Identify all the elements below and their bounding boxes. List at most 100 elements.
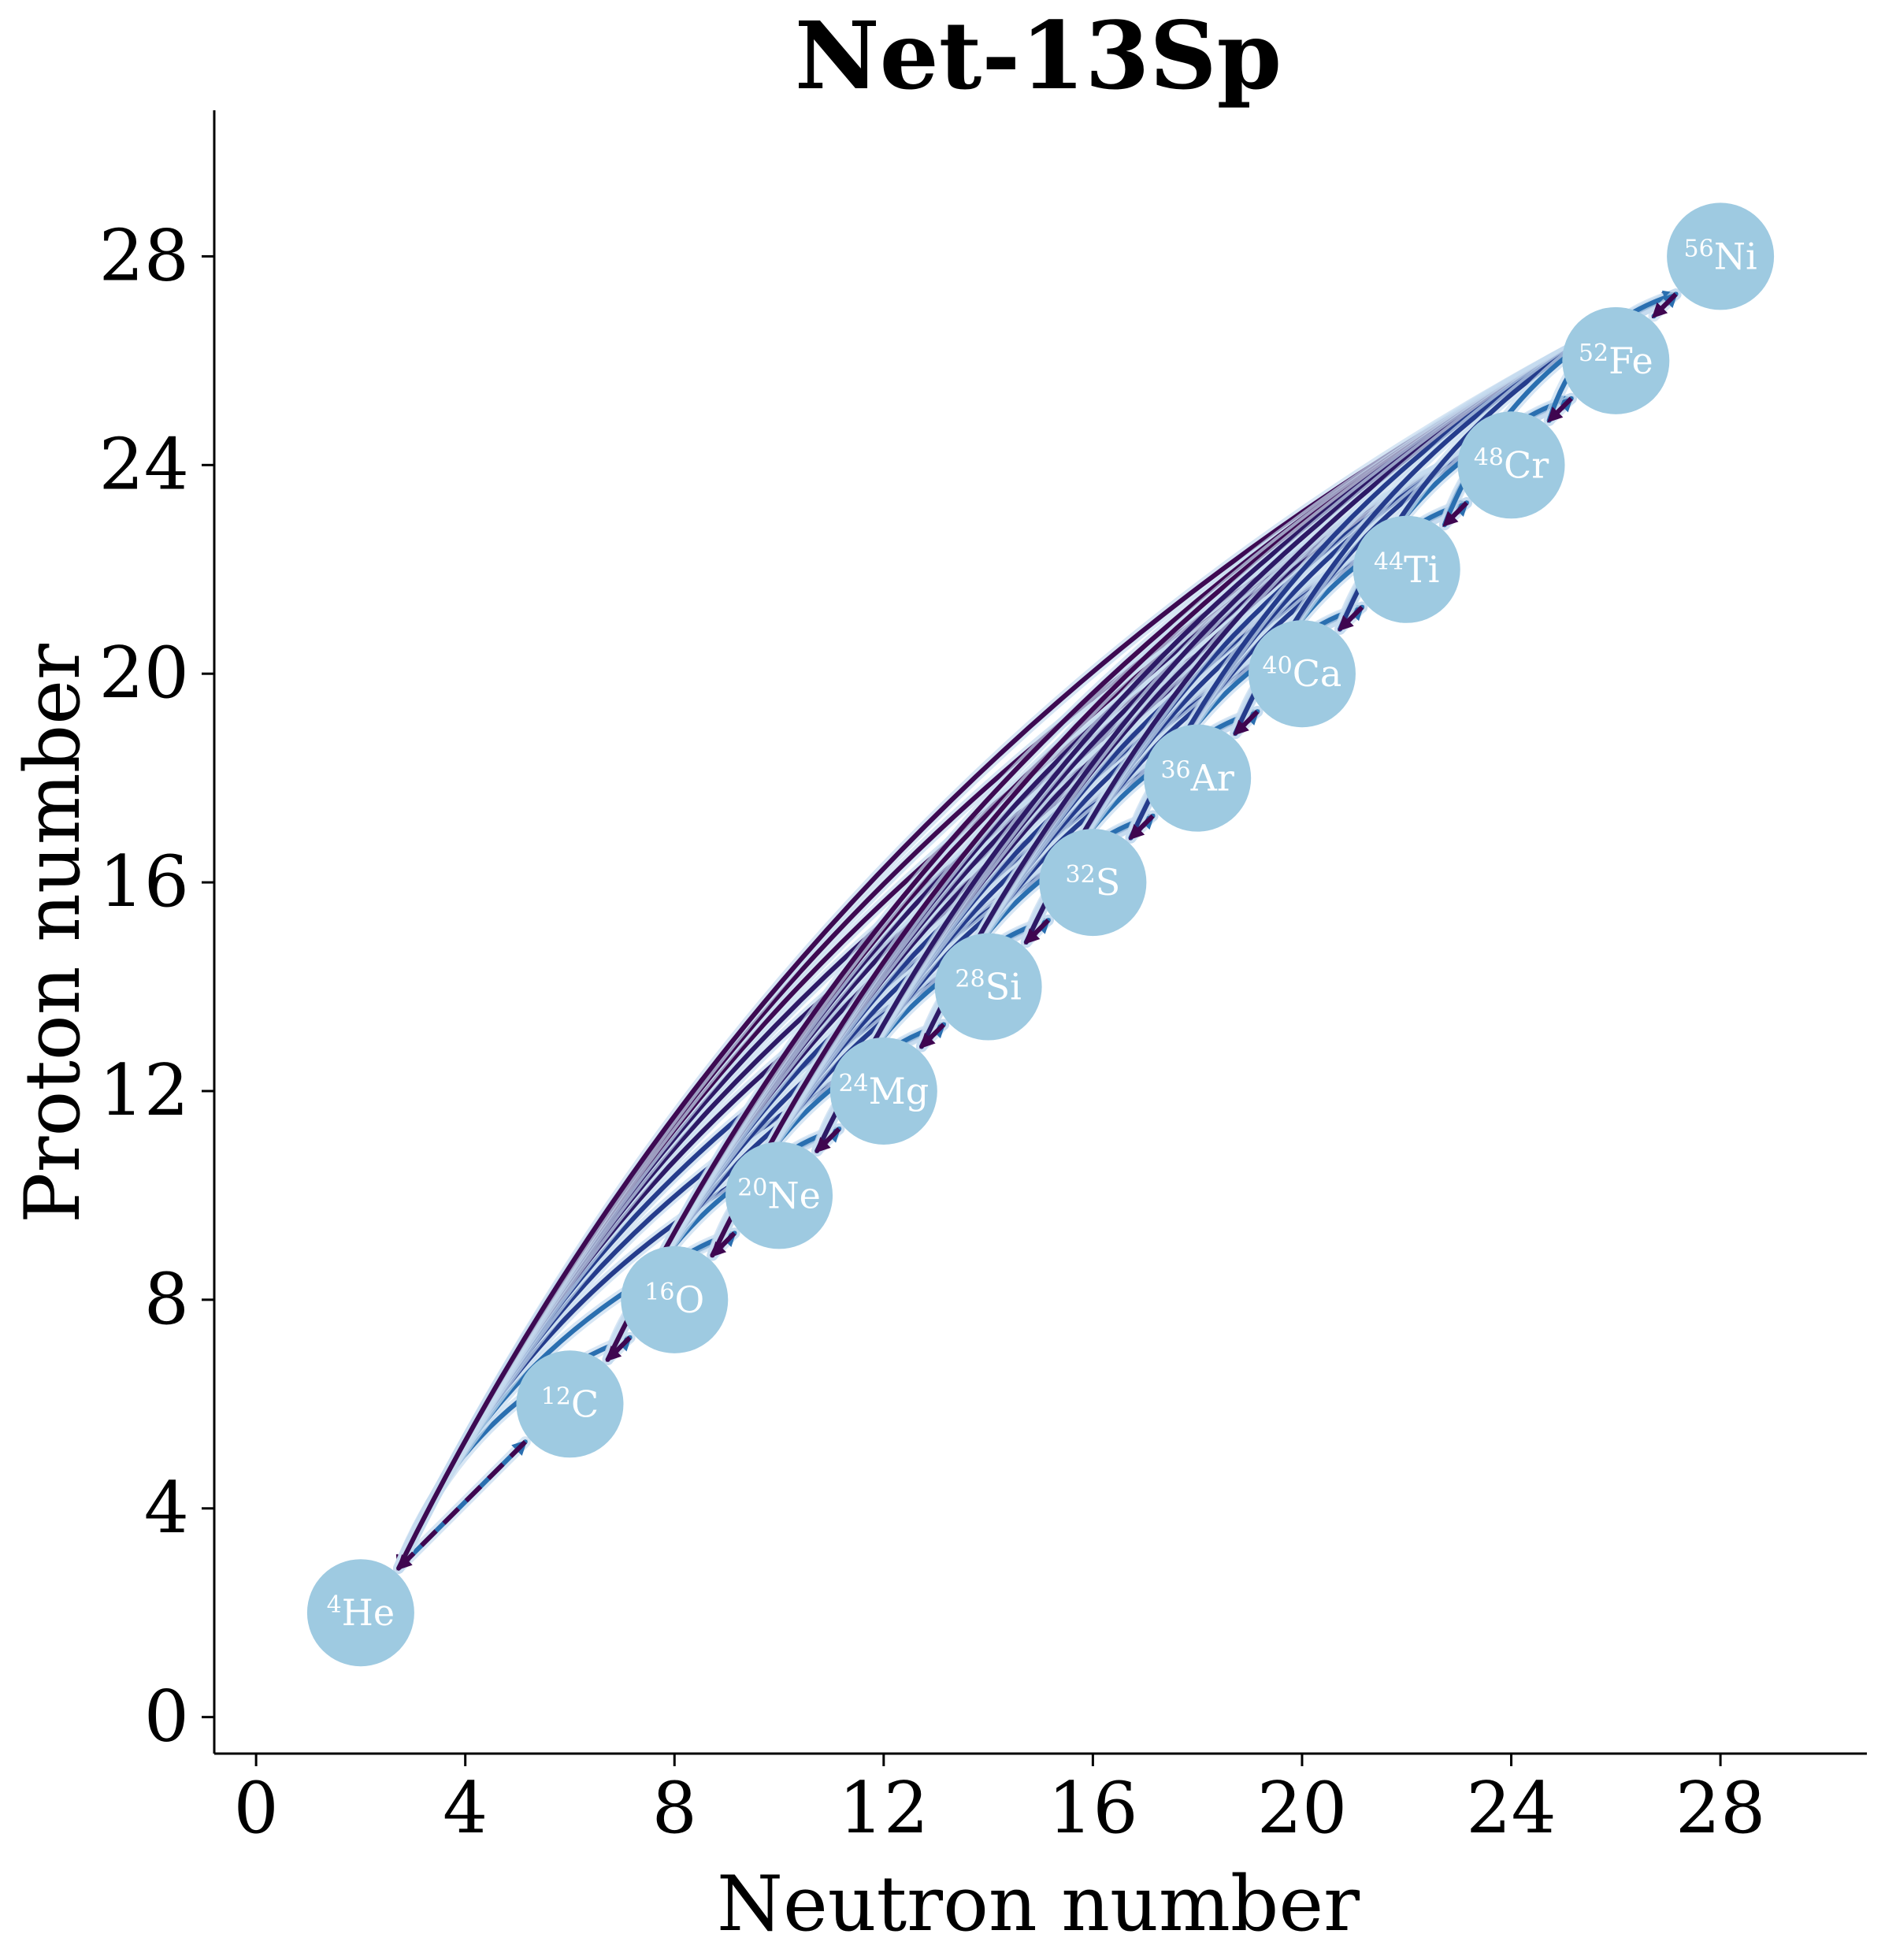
nuclide-circle	[1457, 411, 1565, 519]
nuclide-label: 48Cr	[1474, 444, 1549, 486]
nuclide-mass-number: 28	[955, 966, 985, 993]
nuclide-node-Ne20: 20Ne	[725, 1141, 833, 1249]
nuclide-label: 32S	[1066, 861, 1121, 904]
x-tick-label: 8	[652, 1767, 697, 1850]
nuclide-node-Ti44: 44Ti	[1353, 515, 1460, 623]
nuclide-label: 4He	[327, 1591, 395, 1634]
reaction-edge-neighbour	[710, 1231, 737, 1258]
nuclide-symbol: Cr	[1504, 444, 1549, 486]
nuclide-circle	[1248, 620, 1356, 728]
nuclide-circle	[725, 1141, 833, 1249]
nuclide-node-Ni56: 56Ni	[1667, 202, 1775, 310]
nuclide-mass-number: 56	[1684, 235, 1714, 262]
reaction-edge-neighbour	[1233, 710, 1260, 736]
nuclide-symbol: Ar	[1190, 757, 1234, 800]
x-tick-label: 28	[1675, 1767, 1766, 1850]
nuclide-mass-number: 40	[1263, 652, 1293, 680]
nuclide-symbol: Ca	[1293, 652, 1342, 695]
nuclide-symbol: Fe	[1609, 340, 1653, 382]
y-tick-label: 12	[98, 1049, 189, 1132]
nuclide-label: 36Ar	[1160, 757, 1234, 800]
nuclide-symbol: S	[1096, 861, 1121, 904]
x-tick-label: 24	[1466, 1767, 1557, 1850]
nuclide-circle	[306, 1559, 414, 1667]
nuclide-circle	[1353, 515, 1460, 623]
nuclide-label: 20Ne	[737, 1174, 821, 1216]
x-tick-label: 20	[1257, 1767, 1348, 1850]
nuclide-mass-number: 20	[737, 1174, 767, 1201]
reaction-edge-neighbour	[1546, 396, 1573, 423]
y-axis-label: Proton number	[9, 644, 97, 1223]
nuclide-circle	[934, 933, 1042, 1041]
nuclide-label: 28Si	[955, 966, 1021, 1008]
nuclide-symbol: Ne	[767, 1174, 820, 1216]
nuclide-mass-number: 36	[1160, 757, 1190, 785]
nuclide-node-C12: 12C	[516, 1350, 624, 1458]
reaction-edge-neighbour	[1442, 501, 1469, 527]
nuclide-mass-number: 24	[838, 1070, 868, 1097]
nuclide-node-Ca40: 40Ca	[1248, 620, 1356, 728]
nuclide-symbol: Ni	[1714, 235, 1757, 277]
nuclide-circle	[1562, 306, 1670, 414]
y-ticks: 0 4 8 12 16 20 24 28	[98, 214, 214, 1758]
nuclide-mass-number: 16	[644, 1279, 674, 1306]
reaction-edge-neighbour	[1651, 292, 1678, 319]
nuclide-circle	[829, 1037, 937, 1145]
y-tick-label: 20	[98, 632, 189, 715]
nuclide-symbol: He	[342, 1591, 395, 1634]
reaction-edge-neighbour	[1128, 814, 1155, 841]
nuclide-mass-number: 44	[1374, 548, 1404, 576]
y-tick-label: 16	[98, 841, 189, 923]
reaction-edge-neighbour	[814, 1127, 841, 1153]
reaction-edge-neighbour	[1024, 918, 1050, 945]
nuclide-node-Si28: 28Si	[934, 933, 1042, 1041]
x-tick-label: 4	[443, 1767, 488, 1850]
reaction-edge-forward	[396, 1439, 528, 1571]
y-tick-label: 4	[144, 1467, 189, 1550]
y-tick-label: 24	[98, 423, 189, 506]
nuclide-mass-number: 4	[327, 1591, 342, 1619]
nuclide-label: 52Fe	[1579, 340, 1653, 382]
nuclide-circle	[621, 1245, 729, 1353]
nuclide-node-O16: 16O	[621, 1245, 729, 1353]
reaction-edge-neighbour	[919, 1023, 946, 1049]
x-tick-label: 16	[1048, 1767, 1138, 1850]
nuclide-circle	[1039, 829, 1147, 937]
nuclide-label: 12C	[541, 1383, 599, 1425]
nuclide-node-Fe52: 52Fe	[1562, 306, 1670, 414]
nuclide-node-Mg24: 24Mg	[829, 1037, 937, 1145]
nuclide-label: 16O	[644, 1279, 704, 1321]
nuclide-symbol: Mg	[869, 1070, 930, 1112]
nuclide-node-S32: 32S	[1039, 829, 1147, 937]
nuclide-mass-number: 12	[541, 1383, 571, 1410]
nuclide-circle	[516, 1350, 624, 1458]
nuclide-label: 40Ca	[1263, 652, 1342, 695]
nuclide-label: 24Mg	[838, 1070, 929, 1112]
reaction-edge-neighbour	[1338, 605, 1364, 632]
nuclide-symbol: C	[571, 1383, 599, 1425]
nuclide-circle	[1144, 724, 1252, 832]
nuclide-symbol: O	[674, 1279, 704, 1321]
x-tick-label: 12	[839, 1767, 930, 1850]
nuclide-symbol: Si	[985, 966, 1022, 1008]
y-tick-label: 28	[98, 214, 189, 297]
y-tick-label: 8	[144, 1258, 189, 1341]
nuclide-mass-number: 32	[1066, 861, 1096, 889]
nuclide-node-Cr48: 48Cr	[1457, 411, 1565, 519]
x-ticks: 0 4 8 12 16 20 24 28	[233, 1754, 1765, 1850]
x-tick-label: 0	[233, 1767, 278, 1850]
reaction-edge-neighbour	[605, 1335, 632, 1362]
nuclide-symbol: Ti	[1404, 548, 1439, 591]
x-axis-label: Neutron number	[717, 1860, 1360, 1948]
nuclide-node-Ar36: 36Ar	[1144, 724, 1252, 832]
nuclide-label: 56Ni	[1684, 235, 1757, 277]
nuclide-node-He4: 4He	[306, 1559, 414, 1667]
chart-title: Net-13Sp	[795, 1, 1282, 110]
nuclide-mass-number: 52	[1579, 340, 1609, 367]
nuclide-nodes: 4He12C16O20Ne24Mg28Si32S36Ar40Ca44Ti48Cr…	[306, 202, 1775, 1667]
nuclide-mass-number: 48	[1474, 444, 1504, 471]
nuclide-label: 44Ti	[1374, 548, 1440, 591]
nuclide-circle	[1667, 202, 1775, 310]
